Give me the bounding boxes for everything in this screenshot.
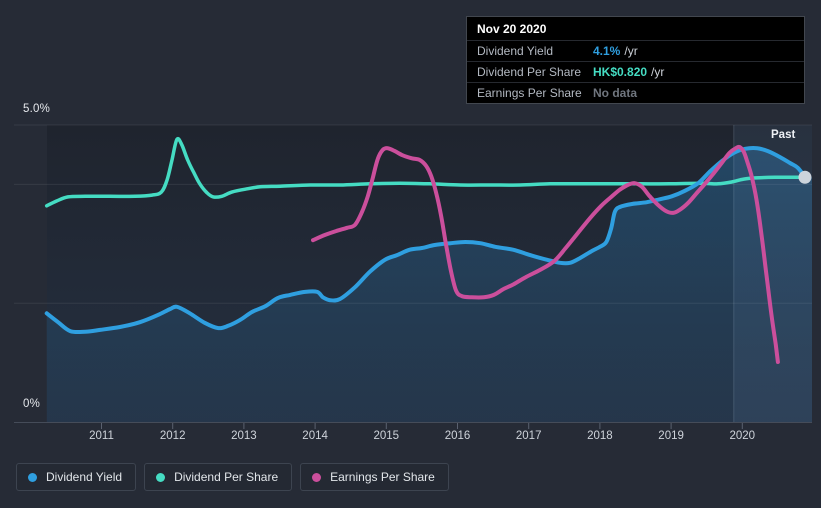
legend: Dividend Yield Dividend Per Share Earnin… [16,463,449,491]
series-line-dividend-per-share [44,136,810,208]
current-value-marker[interactable] [798,170,812,184]
legend-item-label: Dividend Yield [46,470,123,484]
tooltip-date: Nov 20 2020 [477,22,547,36]
legend-item-dividend-yield[interactable]: Dividend Yield [16,463,137,491]
tooltip-row-earnings-per-share: Earnings Per Share No data [467,82,804,103]
tooltip-row-unit: /yr [651,65,665,79]
dividend-yield-area [46,148,812,422]
legend-item-earnings-per-share[interactable]: Earnings Per Share [300,463,449,491]
earnings-per-share-dot-icon [312,472,322,482]
past-region-label: Past [771,129,796,141]
dividend-per-share-dot-icon [156,472,166,482]
tooltip-row-dividend-yield: Dividend Yield 4.1% /yr [467,40,804,61]
legend-item-label: Dividend Per Share [174,470,279,484]
tooltip-row-value: HK$0.820 [593,65,648,79]
series-line-dividend-yield [44,146,807,335]
tooltip-row-dividend-per-share: Dividend Per Share HK$0.820 /yr [467,61,804,82]
tooltip-row-unit: /yr [624,44,638,58]
tooltip-row-label: Earnings Per Share [477,86,582,100]
legend-item-label: Earnings Per Share [330,470,435,484]
tooltip-row-value: 4.1% [593,44,621,58]
tooltip-row-value: No data [593,86,638,100]
tooltip-row-label: Dividend Per Share [477,65,582,79]
series-line-earnings-per-share [311,144,780,364]
past-region-band [733,125,812,422]
y-axis-label-top: 5.0% [23,103,51,115]
chart-tooltip: Nov 20 2020 Dividend Yield 4.1% /yr Divi… [466,16,805,104]
dividend-yield-dot-icon [28,472,37,482]
tooltip-row-label: Dividend Yield [477,44,554,58]
y-axis-label-bottom: 0% [23,398,41,410]
legend-item-dividend-per-share[interactable]: Dividend Per Share [144,463,293,491]
